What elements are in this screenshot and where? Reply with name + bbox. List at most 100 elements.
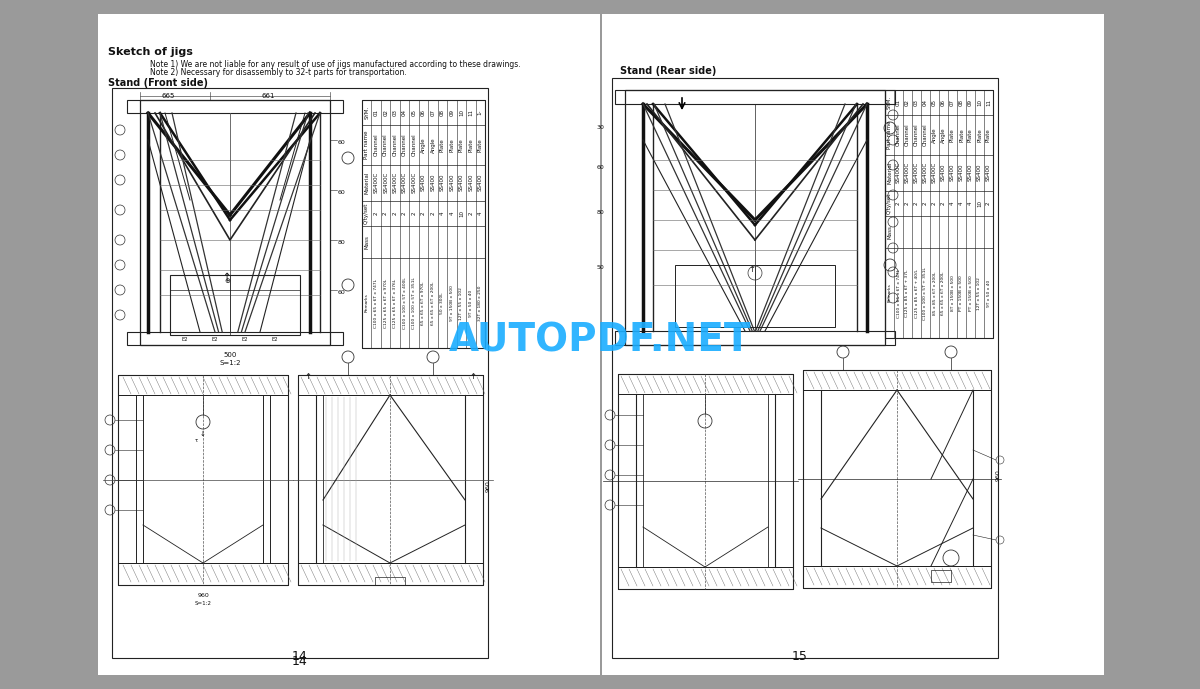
Text: Plate: Plate xyxy=(959,128,964,142)
Text: Q'ty/set: Q'ty/set xyxy=(887,192,892,214)
Text: ↑: ↑ xyxy=(469,372,476,381)
Text: 09: 09 xyxy=(968,99,973,106)
Text: 85 x 85 x 6T x 200L: 85 x 85 x 6T x 200L xyxy=(932,271,936,315)
Text: C125 x 85 x 6T + 37L: C125 x 85 x 6T + 37L xyxy=(906,269,910,317)
Text: Plate: Plate xyxy=(986,128,991,142)
Text: SS400: SS400 xyxy=(431,174,436,192)
Text: 665: 665 xyxy=(161,93,175,99)
Text: ↑: ↑ xyxy=(223,272,232,282)
Text: 2: 2 xyxy=(412,212,416,215)
Bar xyxy=(618,374,793,394)
Text: 09: 09 xyxy=(449,109,455,116)
Text: 14: 14 xyxy=(292,655,308,668)
Text: PT x 150B x 500: PT x 150B x 500 xyxy=(968,275,972,311)
Bar xyxy=(298,375,482,395)
Text: Plate: Plate xyxy=(478,138,482,152)
Text: SS400C: SS400C xyxy=(402,172,407,194)
Bar xyxy=(616,331,895,345)
Text: C100 x 100 x 5T + 351L: C100 x 100 x 5T + 351L xyxy=(924,267,928,320)
Text: 10: 10 xyxy=(458,209,464,217)
Text: 14: 14 xyxy=(292,650,308,663)
Text: 2: 2 xyxy=(932,201,937,205)
Text: 05: 05 xyxy=(412,109,416,116)
Text: Stand (Front side): Stand (Front side) xyxy=(108,78,208,88)
Text: SS400: SS400 xyxy=(468,174,473,192)
Bar xyxy=(374,577,406,585)
Text: Channel: Channel xyxy=(392,134,397,156)
Text: 661: 661 xyxy=(262,93,275,99)
Text: 4: 4 xyxy=(449,212,455,215)
Text: SS400: SS400 xyxy=(968,164,973,181)
Text: Mass: Mass xyxy=(365,235,370,249)
Text: C100 x 65 x 6T x 747L: C100 x 65 x 6T x 747L xyxy=(374,278,378,327)
Text: 60: 60 xyxy=(338,140,346,145)
Text: SS400: SS400 xyxy=(458,174,464,192)
Text: ↑: ↑ xyxy=(305,372,312,381)
Text: Plate: Plate xyxy=(977,128,982,142)
Text: SS400C: SS400C xyxy=(914,162,919,183)
Text: 03: 03 xyxy=(914,99,919,106)
Text: Q'ty/set: Q'ty/set xyxy=(365,203,370,224)
Text: 04: 04 xyxy=(923,99,928,106)
Text: 07: 07 xyxy=(431,109,436,116)
Text: 2: 2 xyxy=(402,212,407,215)
Text: 2: 2 xyxy=(941,201,946,205)
Text: 80: 80 xyxy=(338,240,346,245)
Text: Note 2) Necessary for disassembly to 32-t parts for transportation.: Note 2) Necessary for disassembly to 32-… xyxy=(150,68,407,77)
Text: 03: 03 xyxy=(392,109,397,116)
Text: 01: 01 xyxy=(896,99,901,106)
Text: 65 x 65 x 6T x 970L: 65 x 65 x 6T x 970L xyxy=(421,281,426,325)
Text: Material: Material xyxy=(365,172,370,194)
Bar xyxy=(118,375,288,395)
Text: Material: Material xyxy=(887,161,892,184)
Text: SS400: SS400 xyxy=(941,164,946,181)
Text: 30: 30 xyxy=(598,125,605,130)
Text: C100 x 65 x 6T x 747L: C100 x 65 x 6T x 747L xyxy=(896,269,900,318)
Text: SS400C: SS400C xyxy=(905,162,910,183)
Text: 2: 2 xyxy=(421,212,426,215)
Text: 60: 60 xyxy=(598,165,605,170)
Text: Plate: Plate xyxy=(968,128,973,142)
Text: τ: τ xyxy=(194,438,198,443)
Text: Channel: Channel xyxy=(373,134,379,156)
Text: 02: 02 xyxy=(905,99,910,106)
Text: 12T x 55 x 102: 12T x 55 x 102 xyxy=(978,277,982,309)
Bar xyxy=(298,375,482,585)
Text: Plate: Plate xyxy=(458,138,464,152)
Text: 02: 02 xyxy=(383,109,388,116)
Text: Angle: Angle xyxy=(941,127,946,143)
Text: PT x 150B x 500: PT x 150B x 500 xyxy=(960,275,964,311)
Text: C100 x 100 x 5T x 400L: C100 x 100 x 5T x 400L xyxy=(402,277,407,329)
Text: SS400C: SS400C xyxy=(383,172,388,194)
Text: 06: 06 xyxy=(941,99,946,106)
Bar xyxy=(127,332,343,345)
Text: 4: 4 xyxy=(478,212,482,215)
Text: 2: 2 xyxy=(986,201,991,205)
Text: Channel: Channel xyxy=(412,134,416,156)
Text: 2: 2 xyxy=(896,201,901,205)
Bar xyxy=(618,374,793,589)
Text: E2: E2 xyxy=(211,337,218,342)
Text: 12T x 55 x 102: 12T x 55 x 102 xyxy=(460,287,463,320)
Text: 960: 960 xyxy=(996,469,1001,481)
Text: SS400: SS400 xyxy=(977,164,982,181)
Text: 8T x 150B x 500: 8T x 150B x 500 xyxy=(950,275,954,311)
Bar xyxy=(118,563,288,585)
Text: Angle: Angle xyxy=(932,127,937,143)
Text: Angle: Angle xyxy=(431,137,436,153)
Text: 50 x 300L: 50 x 300L xyxy=(440,292,444,314)
Text: 9T x 50 x 40: 9T x 50 x 40 xyxy=(469,289,473,317)
Text: E2: E2 xyxy=(271,337,278,342)
Bar xyxy=(931,570,952,582)
Text: 07: 07 xyxy=(950,99,955,106)
Text: 4: 4 xyxy=(959,201,964,205)
Text: Mass: Mass xyxy=(887,225,892,239)
Text: 2: 2 xyxy=(905,201,910,205)
Text: 1-: 1- xyxy=(478,110,482,115)
Text: 10: 10 xyxy=(977,99,982,106)
Text: 9T x 50 x 40: 9T x 50 x 40 xyxy=(986,280,990,307)
Text: SS400C: SS400C xyxy=(923,162,928,183)
Text: ⊕: ⊕ xyxy=(224,278,230,284)
Text: SS400C: SS400C xyxy=(896,162,901,183)
Text: 15: 15 xyxy=(792,650,808,663)
